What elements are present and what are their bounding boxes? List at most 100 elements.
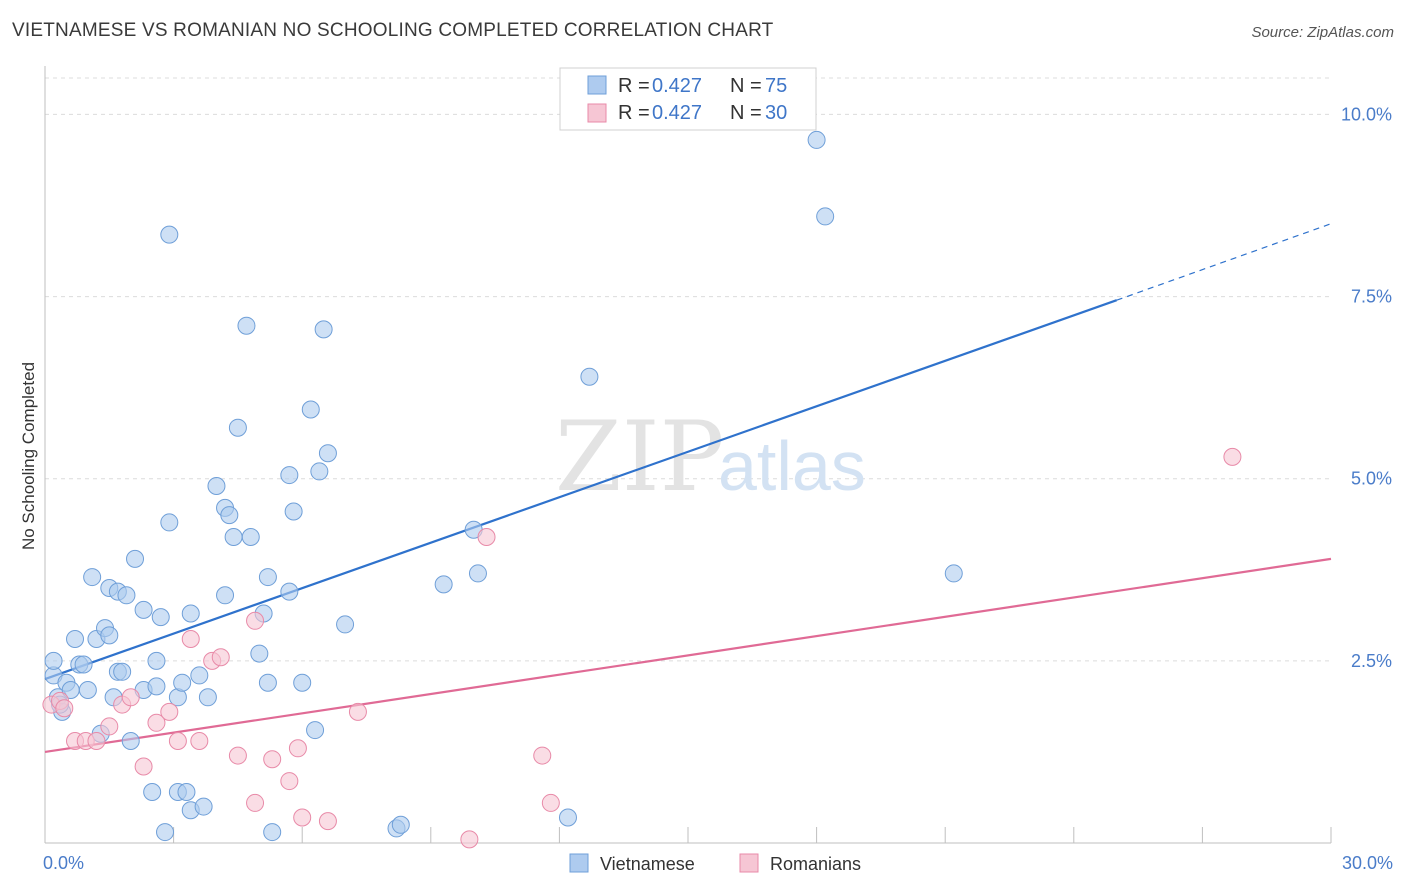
point-romanians-19 xyxy=(246,793,265,812)
point-vietnamese-14 xyxy=(100,626,119,645)
x-tick-labels: 0.0% 30.0% xyxy=(43,853,1393,873)
point-romanians-10 xyxy=(147,713,166,732)
legend-n-value-2: 30 xyxy=(765,102,787,124)
point-vietnamese-10 xyxy=(83,568,102,587)
point-vietnamese-53 xyxy=(263,823,282,842)
point-romanians-22 xyxy=(288,739,307,758)
point-vietnamese-47 xyxy=(237,316,256,335)
series-legend-label-vietnamese: Vietnamese xyxy=(600,854,695,874)
chart-title: VIETNAMESE VS ROMANIAN NO SCHOOLING COMP… xyxy=(12,20,774,41)
point-romanians-17 xyxy=(228,746,247,765)
point-romanians-16 xyxy=(211,648,230,667)
point-vietnamese-28 xyxy=(151,608,170,627)
point-romanians-5 xyxy=(87,732,106,750)
legend-r-label-2: R = xyxy=(618,102,650,124)
point-vietnamese-51 xyxy=(258,568,277,587)
point-vietnamese-52 xyxy=(258,673,277,692)
point-vietnamese-65 xyxy=(391,815,410,834)
legend-swatch-romanians xyxy=(587,103,607,123)
point-vietnamese-30 xyxy=(160,513,179,532)
point-vietnamese-57 xyxy=(293,673,312,692)
trend-line-extension-vietnamese xyxy=(1116,223,1332,301)
point-romanians-29 xyxy=(541,793,560,812)
point-romanians-30 xyxy=(1223,447,1242,466)
point-romanians-2 xyxy=(55,699,74,718)
watermark-atlas: atlas xyxy=(718,427,866,505)
trend-line-vietnamese xyxy=(44,299,1118,681)
point-vietnamese-25 xyxy=(143,783,162,801)
point-romanians-27 xyxy=(477,528,496,546)
stats-legend: R = 0.427 N = 75 R = 0.427 N = 30 xyxy=(559,67,817,131)
x-tick-label-0: 0.0% xyxy=(43,853,84,873)
point-romanians-18 xyxy=(246,611,265,630)
point-romanians-12 xyxy=(168,732,187,750)
point-vietnamese-58 xyxy=(301,400,320,419)
point-vietnamese-26 xyxy=(147,651,166,670)
series-legend: Vietnamese Romanians xyxy=(569,853,861,874)
point-vietnamese-60 xyxy=(310,462,329,481)
point-vietnamese-21 xyxy=(121,732,140,750)
point-vietnamese-55 xyxy=(280,466,299,485)
point-romanians-11 xyxy=(160,702,179,721)
point-vietnamese-40 xyxy=(198,688,217,707)
source-label: Source: ZipAtlas.com xyxy=(1251,24,1394,41)
point-romanians-25 xyxy=(348,702,367,721)
point-romanians-23 xyxy=(293,808,312,827)
point-vietnamese-22 xyxy=(126,549,145,568)
point-vietnamese-70 xyxy=(580,367,599,386)
watermark: ZIP atlas xyxy=(555,401,866,513)
point-vietnamese-62 xyxy=(318,444,337,463)
point-romanians-24 xyxy=(318,812,337,831)
point-vietnamese-54 xyxy=(280,582,299,601)
trend-line-romanians xyxy=(44,557,1332,754)
point-vietnamese-63 xyxy=(336,615,355,634)
point-vietnamese-27 xyxy=(147,677,166,696)
point-vietnamese-20 xyxy=(117,586,136,605)
point-vietnamese-8 xyxy=(74,655,93,674)
y-axis-label: No Schooling Completed xyxy=(19,362,38,550)
point-romanians-8 xyxy=(121,688,140,707)
point-romanians-14 xyxy=(190,732,209,750)
point-vietnamese-66 xyxy=(434,575,453,594)
point-vietnamese-35 xyxy=(177,783,196,801)
legend-r-value-1: 0.427 xyxy=(652,75,702,97)
series-legend-swatch-vietnamese xyxy=(569,853,589,873)
legend-n-value-1: 75 xyxy=(765,75,787,97)
point-vietnamese-42 xyxy=(216,586,235,605)
y-tick-labels: 2.5% 5.0% 7.5% 10.0% xyxy=(1341,104,1392,670)
point-vietnamese-59 xyxy=(306,721,325,740)
point-vietnamese-61 xyxy=(314,320,333,339)
point-romanians-21 xyxy=(280,772,299,791)
y-tick-label-2: 7.5% xyxy=(1351,287,1392,307)
point-vietnamese-19 xyxy=(113,662,132,681)
point-vietnamese-44 xyxy=(220,506,239,525)
point-vietnamese-72 xyxy=(816,207,835,226)
legend-n-label-1: N = xyxy=(730,75,762,97)
point-vietnamese-71 xyxy=(807,130,826,149)
legend-r-label-1: R = xyxy=(618,75,650,97)
legend-swatch-vietnamese xyxy=(587,75,607,95)
point-romanians-6 xyxy=(100,717,119,736)
point-romanians-9 xyxy=(134,757,153,776)
point-vietnamese-31 xyxy=(160,225,179,244)
point-vietnamese-36 xyxy=(181,604,200,623)
point-vietnamese-29 xyxy=(156,823,175,842)
data-points xyxy=(42,130,1242,849)
watermark-zip: ZIP xyxy=(555,401,724,513)
point-romanians-26 xyxy=(460,830,479,849)
y-tick-label-3: 10.0% xyxy=(1341,104,1392,124)
point-vietnamese-38 xyxy=(190,666,209,685)
point-vietnamese-73 xyxy=(944,564,963,583)
point-vietnamese-49 xyxy=(250,644,269,663)
point-vietnamese-56 xyxy=(284,502,303,521)
x-tick-label-1: 30.0% xyxy=(1342,853,1393,873)
point-romanians-20 xyxy=(263,750,282,769)
gridlines xyxy=(45,77,1331,662)
point-vietnamese-69 xyxy=(558,808,577,827)
point-romanians-28 xyxy=(533,746,552,765)
point-vietnamese-45 xyxy=(224,528,243,546)
legend-r-value-2: 0.427 xyxy=(652,102,702,124)
axes xyxy=(44,66,1332,844)
legend-n-label-2: N = xyxy=(730,102,762,124)
